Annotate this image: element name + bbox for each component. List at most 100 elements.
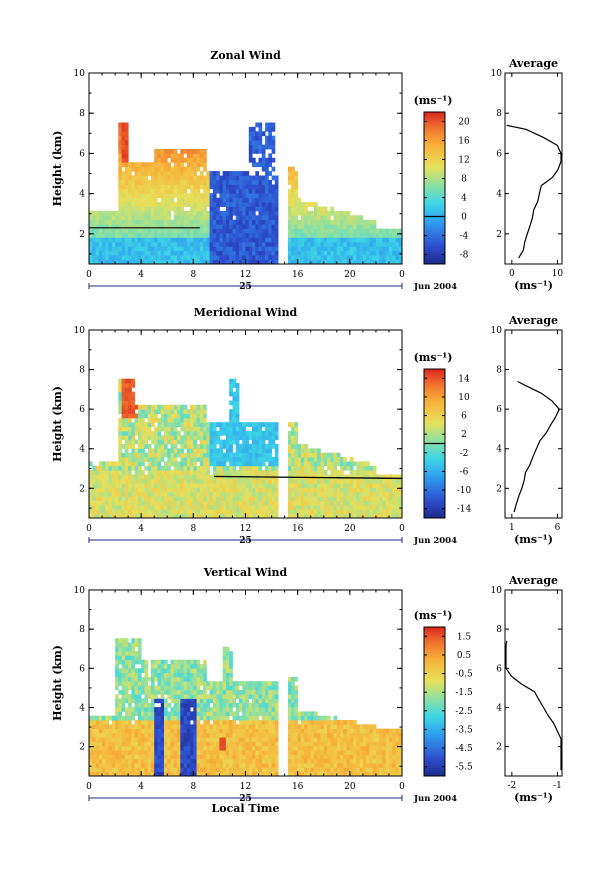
heatmap-cell (219, 699, 223, 704)
heatmap-cell (226, 466, 230, 471)
heatmap-cell (216, 737, 220, 742)
heatmap-cell (109, 229, 113, 234)
heatmap-cell (138, 470, 142, 475)
heatmap-cell (144, 444, 148, 449)
heatmap-cell (233, 457, 237, 462)
heatmap-cell (167, 703, 171, 708)
heatmap-cell (314, 229, 318, 234)
heatmap-cell (158, 686, 162, 691)
heatmap-cell (317, 505, 321, 510)
heatmap-cell (314, 466, 318, 471)
heatmap-cell (122, 677, 126, 682)
heatmap-cell (203, 733, 207, 738)
heatmap-cell (233, 742, 237, 747)
heatmap-cell (360, 488, 364, 493)
heatmap-cell (236, 742, 240, 747)
heatmap-cell (314, 461, 318, 466)
heatmap-cell (148, 414, 152, 419)
heatmap-cell (304, 215, 308, 220)
heatmap-cell (125, 483, 129, 488)
heatmap-cell (190, 677, 194, 682)
heatmap-cell (216, 251, 220, 256)
heatmap-cell (141, 418, 145, 423)
heatmap-cell (242, 720, 246, 725)
heatmap-cell (174, 167, 178, 172)
heatmap-cell (102, 229, 106, 234)
heatmap-cell (180, 686, 184, 691)
heatmap-cell (291, 444, 295, 449)
heatmap-cell (125, 737, 129, 742)
heatmap-cell (386, 479, 390, 484)
heatmap-cell (187, 737, 191, 742)
heatmap-cell (184, 677, 188, 682)
heatmap-cell (226, 724, 230, 729)
heatmap-cell (314, 211, 318, 216)
heatmap-cell (236, 453, 240, 458)
heatmap-cell (161, 673, 165, 678)
heatmap-cell (272, 427, 276, 432)
heatmap-cell (115, 492, 119, 497)
heatmap-cell (301, 202, 305, 207)
heatmap-cell (239, 211, 243, 216)
heatmap-cell (255, 422, 259, 427)
heatmap-cell (161, 496, 165, 501)
heatmap-cell (206, 431, 210, 436)
heatmap-cell (249, 193, 253, 198)
heatmap-cell (177, 763, 181, 768)
heatmap-cell (144, 162, 148, 167)
heatmap-cell (96, 746, 100, 751)
heatmap-cell (144, 716, 148, 721)
heatmap-cell (125, 167, 129, 172)
heatmap-cell (294, 483, 298, 488)
heatmap-cell (125, 229, 129, 234)
heatmap-cell (301, 492, 305, 497)
heatmap-cell (206, 229, 210, 234)
heatmap-cell (223, 453, 227, 458)
heatmap-cell (291, 207, 295, 212)
heatmap-cell (167, 686, 171, 691)
heatmap-cell (92, 501, 96, 506)
heatmap-cell (252, 470, 256, 475)
heatmap-cell (164, 681, 168, 686)
heatmap-cell (161, 694, 165, 699)
heatmap-cell (187, 694, 191, 699)
heatmap-cell (262, 448, 266, 453)
heatmap-cell (213, 750, 217, 755)
heatmap-cell (187, 660, 191, 665)
heatmap-cell (144, 759, 148, 764)
heatmap-cell (180, 448, 184, 453)
heatmap-cell (294, 440, 298, 445)
heatmap-cell (356, 229, 360, 234)
heatmap-cell (118, 392, 122, 397)
heatmap-cell (190, 229, 194, 234)
heatmap-cell (125, 140, 129, 145)
heatmap-cell (164, 475, 168, 480)
heatmap-cell (200, 193, 204, 198)
heatmap-cell (109, 509, 113, 514)
heatmap-cell (203, 707, 207, 712)
heatmap-cell (288, 207, 292, 212)
heatmap-cell (148, 233, 152, 238)
heatmap-cell (122, 720, 126, 725)
heatmap-cell (268, 202, 272, 207)
heatmap-cell (353, 492, 357, 497)
heatmap-cell (171, 763, 175, 768)
heatmap-cell (171, 475, 175, 480)
heatmap-cell (151, 488, 155, 493)
heatmap-cell (177, 681, 181, 686)
heatmap-cell (268, 238, 272, 243)
heatmap-cell (138, 475, 142, 480)
heatmap-cell (89, 501, 93, 506)
heatmap-cell (161, 686, 165, 691)
heatmap-cell (223, 660, 227, 665)
heatmap-cell (118, 711, 122, 716)
heatmap-cell (193, 448, 197, 453)
heatmap-cell (161, 202, 165, 207)
heatmap-cell (307, 505, 311, 510)
heatmap-cell (252, 193, 256, 198)
heatmap-cell (180, 750, 184, 755)
heatmap-cell (334, 509, 338, 514)
heatmap-cell (164, 453, 168, 458)
heatmap-cell (206, 755, 210, 760)
heatmap-cell (128, 660, 132, 665)
